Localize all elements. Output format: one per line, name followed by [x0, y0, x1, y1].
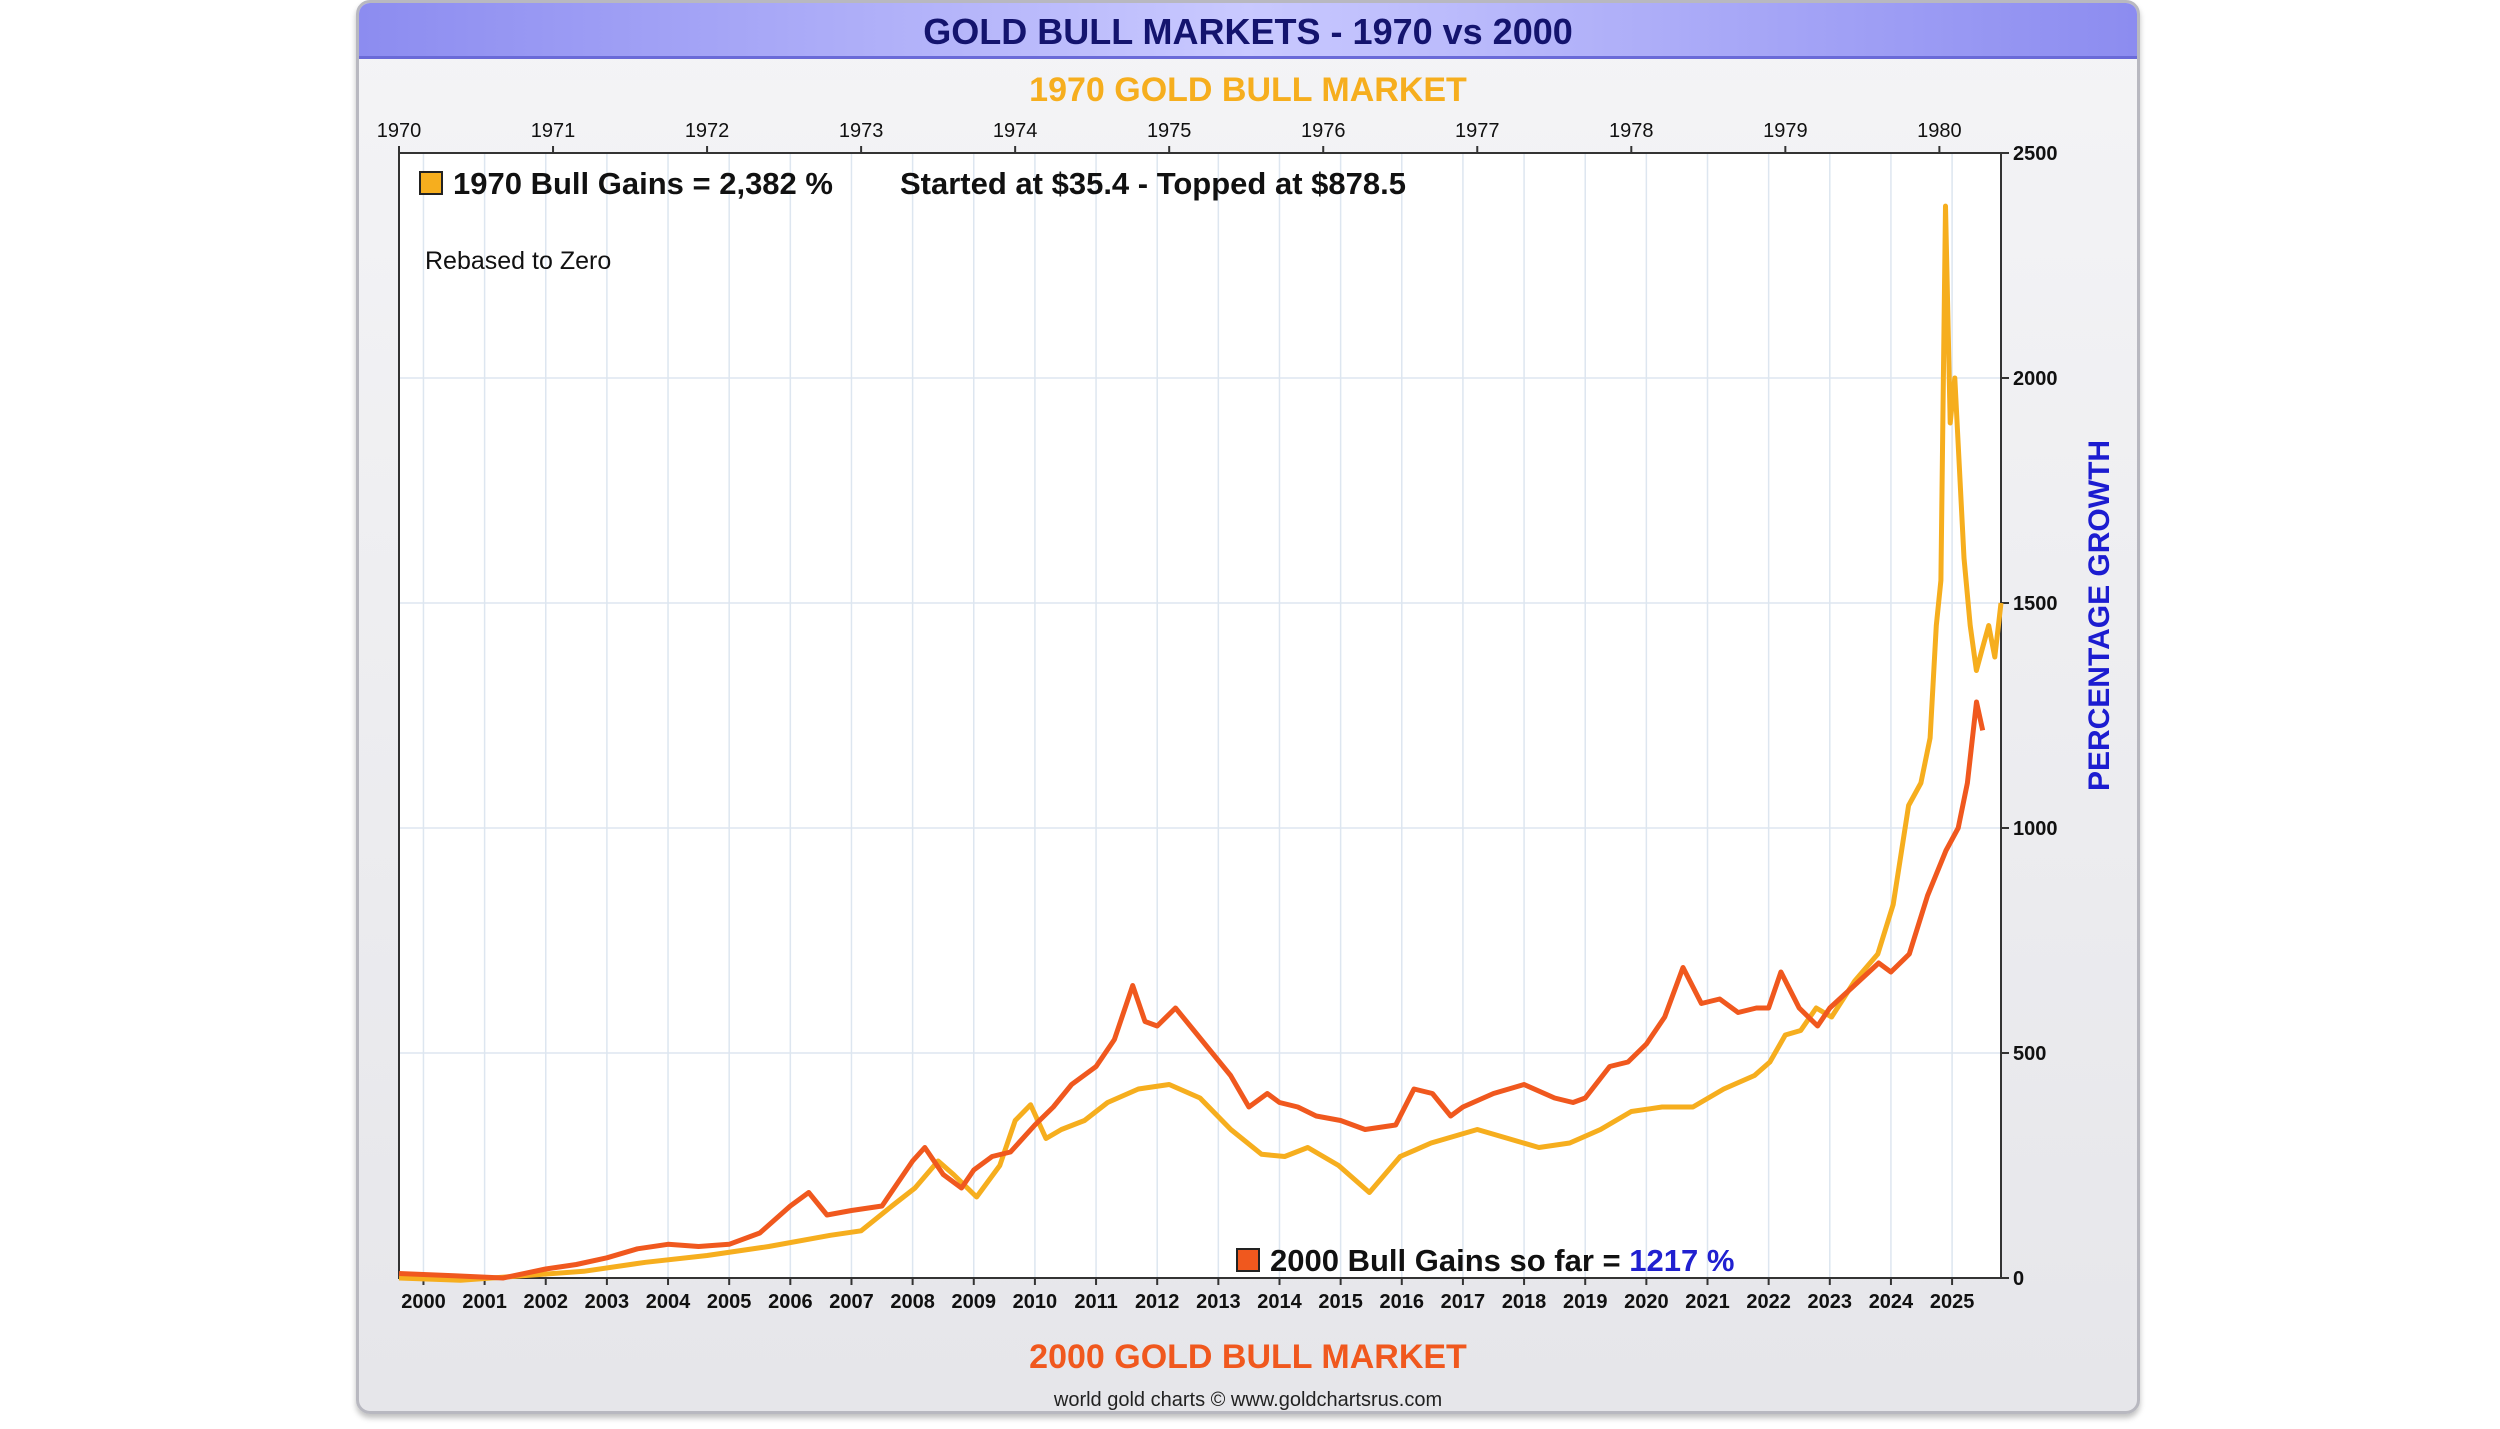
x-bottom-tick-label: 2017 [1441, 1291, 1486, 1313]
x-top-tick-label: 1971 [531, 120, 576, 142]
x-bottom-tick-label: 2024 [1869, 1291, 1914, 1313]
legend-2000-label: 2000 Bull Gains so far = [1270, 1243, 1621, 1278]
x-bottom-tick-label: 2008 [890, 1291, 935, 1313]
x-bottom-tick-label: 2000 [401, 1291, 446, 1313]
x-bottom-tick-label: 2018 [1502, 1291, 1547, 1313]
y-axis-label: PERCENTAGE GROWTH [2083, 440, 2116, 791]
x-bottom-tick-label: 2006 [768, 1291, 813, 1313]
x-bottom-tick-label: 2002 [523, 1291, 568, 1313]
x-bottom-tick-label: 2007 [829, 1291, 874, 1313]
x-bottom-tick-label: 2003 [585, 1291, 630, 1313]
chart-frame: GOLD BULL MARKETS - 1970 vs 2000 1970 GO… [356, 0, 2140, 1414]
x-bottom-tick-label: 2014 [1257, 1291, 1302, 1313]
x-bottom-tick-label: 2025 [1930, 1291, 1975, 1313]
x-bottom-tick-label: 2012 [1135, 1291, 1180, 1313]
y-tick-label: 1500 [2013, 593, 2058, 615]
x-bottom-tick-label: 2015 [1318, 1291, 1363, 1313]
x-top-tick-label: 1976 [1301, 120, 1346, 142]
y-tick-label: 2000 [2013, 368, 2058, 390]
y-tick-label: 0 [2013, 1268, 2024, 1290]
chart-title: GOLD BULL MARKETS - 1970 vs 2000 [923, 11, 1573, 52]
x-bottom-tick-label: 2023 [1808, 1291, 1853, 1313]
x-bottom-tick-label: 2001 [462, 1291, 507, 1313]
legend-1970: 1970 Bull Gains = 2,382 % [419, 166, 833, 202]
x-bottom-tick-label: 2010 [1013, 1291, 1058, 1313]
x-top-tick-label: 1972 [685, 120, 730, 142]
x-bottom-tick-label: 2011 [1074, 1291, 1117, 1313]
x-bottom-tick-label: 2013 [1196, 1291, 1241, 1313]
x-bottom-tick-label: 2004 [646, 1291, 691, 1313]
legend-swatch-1970 [419, 170, 443, 195]
x-bottom-tick-label: 2016 [1380, 1291, 1425, 1313]
y-tick-label: 500 [2013, 1043, 2046, 1065]
y-tick-label: 1000 [2013, 818, 2058, 840]
series-line-1970 [398, 203, 2004, 1283]
legend-1970-label: 1970 Bull Gains = 2,382 % [453, 166, 833, 201]
x-top-tick-label: 1978 [1609, 120, 1654, 142]
x-bottom-tick-label: 2005 [707, 1291, 752, 1313]
plot-area [399, 153, 2001, 1278]
x-bottom-tick-label: 2021 [1685, 1291, 1730, 1313]
rebased-note: Rebased to Zero [425, 247, 612, 275]
x-top-tick-label: 1973 [839, 120, 884, 142]
plot-border [398, 152, 2002, 1279]
y-tick-label: 2500 [2013, 143, 2058, 165]
credit-text: world gold charts © www.goldchartsrus.co… [1053, 1389, 1443, 1411]
x-top-tick-label: 1975 [1147, 120, 1192, 142]
x-top-tick-label: 1980 [1917, 120, 1962, 142]
legend-1970-info: Started at $35.4 - Topped at $878.5 [900, 166, 1406, 201]
x-bottom-tick-label: 2022 [1746, 1291, 1791, 1313]
x-top-tick-label: 1977 [1455, 120, 1500, 142]
legend-2000: 2000 Bull Gains so far = 1217 % [1236, 1243, 1734, 1279]
x-top-tick-label: 1970 [377, 120, 422, 142]
legend-swatch-2000 [1236, 1247, 1260, 1272]
x-bottom-tick-label: 2019 [1563, 1291, 1608, 1313]
top-axis-title: 1970 GOLD BULL MARKET [1029, 71, 1467, 109]
x-top-tick-label: 1979 [1763, 120, 1808, 142]
legend-2000-value: 1217 % [1629, 1243, 1735, 1278]
title-bar: GOLD BULL MARKETS - 1970 vs 2000 [359, 3, 2137, 59]
x-bottom-tick-label: 2009 [952, 1291, 997, 1313]
chart-svg: 0 500 1000 1500 2000 2500 2000 2001 2002 2003 2004… [377, 120, 2116, 1313]
bottom-axis-title: 2000 GOLD BULL MARKET [1029, 1338, 1467, 1376]
x-bottom-tick-label: 2020 [1624, 1291, 1669, 1313]
series-line-2000 [398, 699, 1986, 1281]
x-top-tick-label: 1974 [993, 120, 1037, 142]
